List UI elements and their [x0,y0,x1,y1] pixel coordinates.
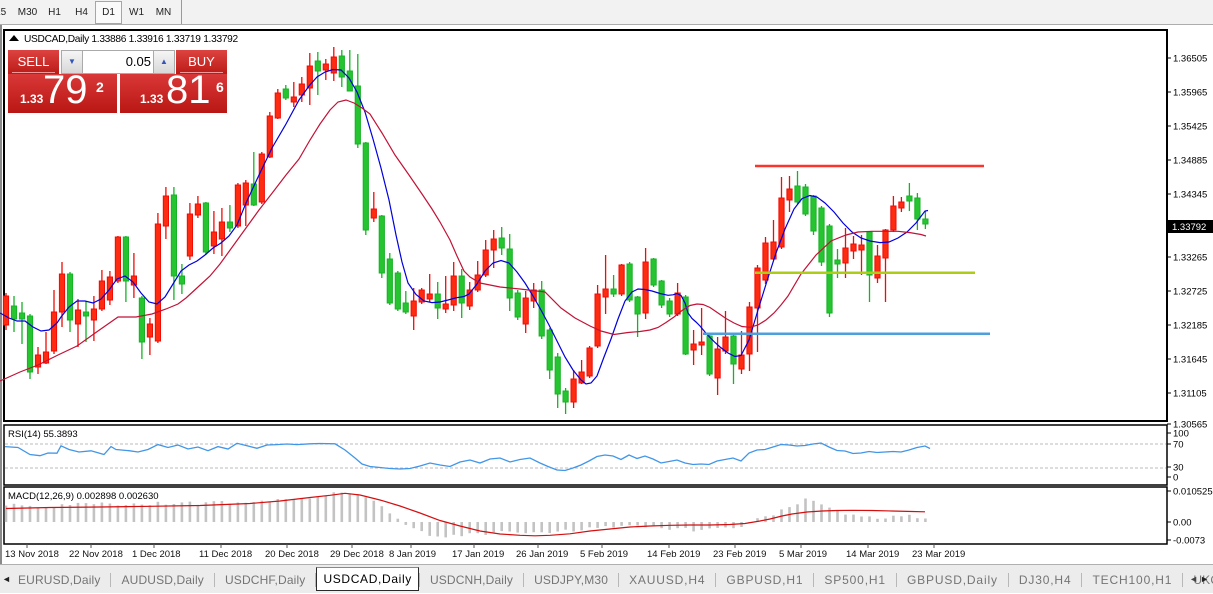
svg-text:0: 0 [1173,473,1178,484]
svg-text:0.00: 0.00 [1173,518,1192,529]
svg-text:29 Dec 2018: 29 Dec 2018 [330,549,384,560]
svg-text:1.35425: 1.35425 [1173,122,1207,133]
svg-text:1.30565: 1.30565 [1173,420,1207,431]
svg-text:1.33792: 1.33792 [1172,222,1206,233]
svg-text:23 Feb 2019: 23 Feb 2019 [713,549,766,560]
svg-text:-0.0073: -0.0073 [1173,536,1205,547]
svg-text:1.36505: 1.36505 [1173,54,1207,65]
svg-text:1.34345: 1.34345 [1173,190,1207,201]
svg-text:11 Dec 2018: 11 Dec 2018 [199,549,252,560]
svg-text:0.010525: 0.010525 [1173,487,1213,498]
svg-text:1.33265: 1.33265 [1173,253,1207,264]
svg-text:26 Jan 2019: 26 Jan 2019 [516,549,568,560]
svg-text:22 Nov 2018: 22 Nov 2018 [69,549,123,560]
svg-text:17 Jan 2019: 17 Jan 2019 [452,549,504,560]
svg-text:8 Jan 2019: 8 Jan 2019 [389,549,436,560]
svg-text:30: 30 [1173,463,1184,474]
svg-text:1.31105: 1.31105 [1173,389,1207,400]
svg-text:1.32725: 1.32725 [1173,287,1207,298]
svg-text:23 Mar 2019: 23 Mar 2019 [912,549,965,560]
svg-text:1.34885: 1.34885 [1173,156,1207,167]
svg-text:5 Mar 2019: 5 Mar 2019 [779,549,827,560]
svg-text:14 Feb 2019: 14 Feb 2019 [647,549,700,560]
svg-text:1.35965: 1.35965 [1173,88,1207,99]
svg-text:14 Mar 2019: 14 Mar 2019 [846,549,899,560]
svg-text:5 Feb 2019: 5 Feb 2019 [580,549,628,560]
svg-text:1 Dec 2018: 1 Dec 2018 [132,549,181,560]
svg-text:1.32185: 1.32185 [1173,321,1207,332]
svg-text:13 Nov 2018: 13 Nov 2018 [5,549,59,560]
svg-text:USDCAD,Daily 1.33886 1.33916: USDCAD,Daily 1.33886 1.33916 1.33719 1.3… [24,34,239,45]
svg-text:MACD(12,26,9) 0.002898 0.00263: MACD(12,26,9) 0.002898 0.002630 [8,491,159,502]
svg-text:RSI(14) 55.3893: RSI(14) 55.3893 [8,429,78,440]
svg-text:1.31645: 1.31645 [1173,355,1207,366]
svg-text:20 Dec 2018: 20 Dec 2018 [265,549,319,560]
svg-text:100: 100 [1173,429,1189,440]
svg-text:70: 70 [1173,440,1184,451]
